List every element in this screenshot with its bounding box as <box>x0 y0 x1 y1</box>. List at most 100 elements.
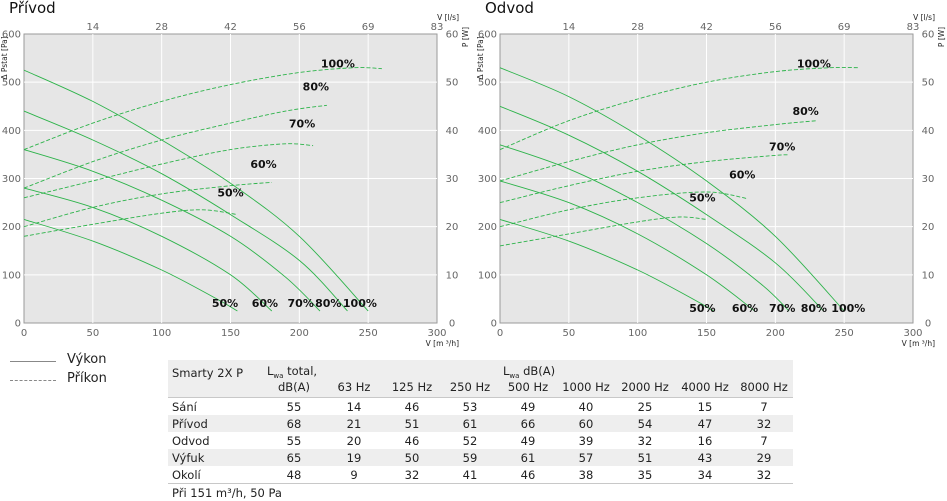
table-cell: 19 <box>325 449 383 466</box>
y-tick-label: 200 <box>2 222 21 233</box>
table-cell: 46 <box>499 466 557 484</box>
x-axis-label: V [m ³/h] <box>426 339 459 348</box>
table-cell: 53 <box>441 398 499 416</box>
table-row-label: Přívod <box>168 415 263 432</box>
lw-suffix: total, <box>283 364 317 378</box>
curve-label-80: 80% <box>303 80 329 93</box>
table-header-empty <box>168 380 263 398</box>
table-header-empty <box>325 360 499 380</box>
x-tick-label: 150 <box>697 328 716 339</box>
table-cell: 21 <box>325 415 383 432</box>
x-tick-label: 0 <box>21 328 27 339</box>
y2-tick-label: 10 <box>446 270 459 281</box>
y-tick-label: 300 <box>2 174 21 185</box>
table-header-band: 2000 Hz <box>615 380 675 398</box>
curve-label-70: 70% <box>288 297 314 310</box>
y2-axis-label: P [W] <box>937 27 946 47</box>
y2-tick-label: 20 <box>922 222 935 233</box>
y2-tick-label: 50 <box>922 78 935 89</box>
curve-label-60: 60% <box>252 297 278 310</box>
x2-tick-label: 14 <box>562 22 575 33</box>
curve-label-100: 100% <box>831 302 865 315</box>
curve-label-70: 70% <box>769 141 795 154</box>
table-header-lwa-total: Lwa total, <box>263 360 325 380</box>
x-tick-label: 50 <box>562 328 575 339</box>
y-tick-label: 200 <box>478 222 497 233</box>
table-cell: 41 <box>441 466 499 484</box>
table-cell: 20 <box>325 432 383 449</box>
x2-tick-label: 69 <box>838 22 851 33</box>
table-header-band: 125 Hz <box>383 380 441 398</box>
x2-tick-label: 28 <box>155 22 168 33</box>
table-cell: 32 <box>735 466 793 484</box>
table-cell: 32 <box>383 466 441 484</box>
lw-subscript: wa <box>273 372 283 380</box>
y-tick-label: 300 <box>478 174 497 185</box>
curve-label-100: 100% <box>797 58 831 71</box>
table-cell: 50 <box>383 449 441 466</box>
curve-label-50: 50% <box>212 297 238 310</box>
table-cell: 68 <box>263 415 325 432</box>
table-cell: 66 <box>499 415 557 432</box>
curve-label-50: 50% <box>217 186 243 199</box>
table-header-total-unit: dB(A) <box>263 380 325 398</box>
table-cell: 29 <box>735 449 793 466</box>
table-cell: 43 <box>675 449 735 466</box>
table-cell: 54 <box>615 415 675 432</box>
curve-label-80: 80% <box>792 105 818 118</box>
y2-tick-label: 40 <box>446 126 459 137</box>
table-header-band: 8000 Hz <box>735 380 793 398</box>
table-cell: 61 <box>499 449 557 466</box>
legend-label-power: Příkon <box>67 371 107 386</box>
legend-solid-line-swatch <box>10 361 56 362</box>
table-cell: 32 <box>615 432 675 449</box>
x-tick-label: 200 <box>290 328 309 339</box>
table-cell: 38 <box>557 466 615 484</box>
legend-dashed-line-swatch <box>10 380 56 381</box>
x2-tick-label: 28 <box>631 22 644 33</box>
x-tick-label: 200 <box>766 328 785 339</box>
y2-tick-label: 30 <box>922 174 935 185</box>
table-row-label: Výfuk <box>168 449 263 466</box>
x-tick-label: 300 <box>427 328 446 339</box>
table-note-row: Při 151 m³/h, 50 Pa <box>168 484 793 501</box>
curve-label-60: 60% <box>729 169 755 182</box>
curve-label-80: 80% <box>315 297 341 310</box>
x-tick-label: 100 <box>628 328 647 339</box>
table-cell: 49 <box>499 432 557 449</box>
table-cell: 52 <box>441 432 499 449</box>
table-row-label: Sání <box>168 398 263 416</box>
x-tick-label: 150 <box>221 328 240 339</box>
table-header-lwa-band: Lwa dB(A) <box>499 360 793 380</box>
y2-tick-label: 40 <box>922 126 935 137</box>
table-row-label: Okolí <box>168 466 263 484</box>
table-cell: 14 <box>325 398 383 416</box>
table-cell: 7 <box>735 398 793 416</box>
y2-tick-label: 50 <box>446 78 459 89</box>
table-cell: 60 <box>557 415 615 432</box>
curve-label-60: 60% <box>250 158 276 171</box>
x-tick-label: 50 <box>86 328 99 339</box>
x2-tick-label: 56 <box>769 22 782 33</box>
curve-label-100: 100% <box>343 297 377 310</box>
legend-label-performance: Výkon <box>67 352 107 367</box>
table-cell: 49 <box>499 398 557 416</box>
table-header-band: 500 Hz <box>499 380 557 398</box>
y2-tick-label: 60 <box>446 30 459 41</box>
table-header-band: 1000 Hz <box>557 380 615 398</box>
x2-tick-label: 42 <box>224 22 237 33</box>
table-note: Při 151 m³/h, 50 Pa <box>168 484 793 501</box>
x-tick-label: 100 <box>152 328 171 339</box>
table-cell: 9 <box>325 466 383 484</box>
